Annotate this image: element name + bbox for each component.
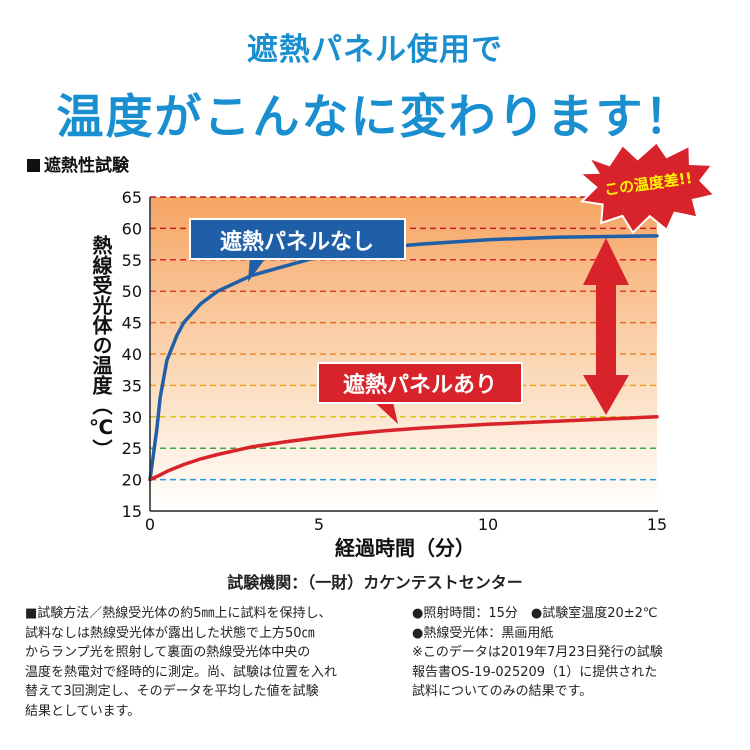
x-tick-label: 15: [647, 515, 667, 534]
label-with-panel: 遮熱パネルあり: [317, 362, 523, 424]
temperature-chart: 15 20 25 30 35 40 45 50 55 60 65 0 5 10 15 熱線受光体の温度（℃）…: [89, 140, 717, 560]
headline-line2: 温度がこんなに変わります！: [56, 90, 694, 145]
y-tick-label: 50: [122, 282, 142, 301]
temperature-difference-badge: この温度差!!: [577, 140, 717, 235]
test-source: 試験機関：（一財）カケンテストセンター: [227, 573, 523, 592]
x-tick-label: 10: [478, 515, 498, 534]
y-tick-label: 40: [122, 345, 142, 364]
method-line: からランプ光を照射して裏面の熱線受光体中央の: [25, 645, 311, 660]
series-lines: [148, 234, 659, 482]
headline-line1: 遮熱パネル使用で: [247, 32, 503, 68]
label-no-panel: 遮熱パネルなし: [189, 218, 406, 282]
section-title-text: 遮熱性試験: [44, 156, 129, 176]
x-axis-label: 経過時間（分）: [335, 536, 475, 560]
x-tick-label: 5: [314, 515, 324, 534]
method-line: 結果としています。: [25, 703, 141, 719]
y-axis-label: 熱線受光体の温度（℃）: [89, 235, 113, 459]
x-tick-label: 0: [145, 515, 155, 534]
condition-line: 試料についてのみの結果です。: [412, 684, 593, 699]
y-tick-label: 65: [122, 188, 142, 207]
series-line-with-panel: [148, 415, 659, 482]
test-conditions-note: ●照射時間：15分 ●試験室温度20±2℃ ●熱線受光体：黒画用紙 ※このデータ…: [412, 604, 742, 702]
label-no-panel-text: 遮熱パネルなし: [220, 229, 374, 255]
condition-line: ●照射時間：15分 ●試験室温度20±2℃: [412, 606, 658, 621]
difference-arrow: [583, 238, 629, 415]
y-tick-label: 55: [122, 251, 142, 270]
condition-line: 報告書OS-19-025209（1）に提供された: [412, 664, 658, 680]
label-with-panel-text: 遮熱パネルあり: [343, 372, 497, 398]
y-tick-label: 15: [122, 502, 142, 521]
y-tick-label: 45: [122, 314, 142, 333]
condition-line: ※このデータは2019年7月23日発行の試験: [412, 645, 663, 660]
y-tick-label: 60: [122, 219, 142, 238]
method-line: ■試験方法／熱線受光体の約5㎜上に試料を保持し、: [25, 606, 332, 621]
y-tick-label: 35: [122, 376, 142, 395]
y-tick-label: 30: [122, 408, 142, 427]
condition-line: ●熱線受光体：黒画用紙: [412, 625, 554, 641]
tick-labels: 15 20 25 30 35 40 45 50 55 60 65 0 5 10 15: [122, 188, 668, 534]
section-title: 遮熱性試験: [27, 151, 129, 176]
axes: [149, 197, 658, 512]
method-line: 温度を熱電対で経時的に測定。尚、試験は位置を入れ: [25, 664, 338, 680]
method-line: 試料なしは熱線受光体が露出した状態で上方50㎝: [25, 625, 315, 641]
y-tick-label: 25: [122, 439, 142, 458]
series-line-no-panel: [148, 234, 659, 482]
grid-lines: [150, 196, 657, 481]
square-bullet-icon: [27, 159, 40, 172]
y-tick-label: 20: [122, 471, 142, 490]
method-line: 替えて3回測定し、そのデータを平均した値を試験: [25, 684, 319, 699]
test-method-note: ■試験方法／熱線受光体の約5㎜上に試料を保持し、 試料なしは熱線受光体が露出した…: [25, 604, 405, 721]
